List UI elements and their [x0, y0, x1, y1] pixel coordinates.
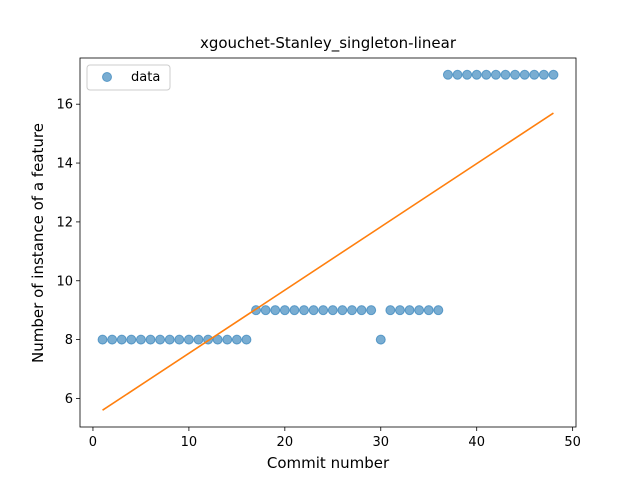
- data-point: [385, 305, 396, 316]
- x-tick-label: 20: [277, 435, 294, 450]
- data-point: [510, 69, 521, 80]
- data-point: [135, 334, 146, 345]
- data-point: [231, 334, 242, 345]
- x-axis-label: Commit number: [267, 454, 390, 472]
- data-point: [442, 69, 453, 80]
- data-point: [423, 305, 434, 316]
- data-point: [327, 305, 338, 316]
- data-point: [126, 334, 137, 345]
- y-tick-label: 12: [56, 215, 73, 230]
- data-point: [337, 305, 348, 316]
- data-point: [260, 305, 271, 316]
- data-point: [462, 69, 473, 80]
- x-tick-label: 50: [564, 435, 581, 450]
- x-tick-label: 0: [89, 435, 97, 450]
- y-tick-label: 8: [65, 333, 73, 348]
- legend-marker-data: [102, 72, 112, 82]
- legend-label-data: data: [131, 70, 160, 85]
- data-point: [241, 334, 252, 345]
- data-point: [481, 69, 492, 80]
- y-tick-label: 10: [56, 274, 73, 289]
- fit-line: [102, 112, 554, 411]
- x-tick-label: 30: [372, 435, 389, 450]
- data-point: [145, 334, 156, 345]
- data-point: [519, 69, 530, 80]
- data-point: [346, 305, 357, 316]
- data-point: [404, 305, 415, 316]
- axes-frame: [79, 57, 577, 428]
- data-point: [490, 69, 501, 80]
- data-point: [452, 69, 463, 80]
- chart-title: xgouchet-Stanley_singleton-linear: [200, 34, 457, 53]
- y-tick-label: 14: [56, 157, 73, 172]
- data-point: [538, 69, 549, 80]
- data-point: [193, 334, 204, 345]
- data-point: [174, 334, 185, 345]
- data-point: [356, 305, 367, 316]
- legend-box: [86, 64, 171, 91]
- y-tick-label: 6: [65, 392, 73, 407]
- data-point: [529, 69, 540, 80]
- data-point: [164, 334, 175, 345]
- data-point: [308, 305, 319, 316]
- y-tick-label: 16: [56, 98, 73, 113]
- data-point: [414, 305, 425, 316]
- x-tick-label: 40: [468, 435, 485, 450]
- data-point: [116, 334, 127, 345]
- data-point: [97, 334, 108, 345]
- data-point: [471, 69, 482, 80]
- data-point: [366, 305, 377, 316]
- data-point: [548, 69, 559, 80]
- data-point: [433, 305, 444, 316]
- plot-area: 0 10 20 30 40 50 6 8 10 12 14 16: [56, 57, 581, 450]
- data-point: [500, 69, 511, 80]
- data-point: [289, 305, 300, 316]
- data-point: [155, 334, 166, 345]
- data-point: [394, 305, 405, 316]
- data-point: [270, 305, 281, 316]
- x-tick-label: 10: [181, 435, 198, 450]
- data-point: [318, 305, 329, 316]
- data-point: [183, 334, 194, 345]
- data-point: [222, 334, 233, 345]
- y-axis-label: Number of instance of a feature: [29, 123, 47, 363]
- data-point: [107, 334, 118, 345]
- legend: data: [86, 64, 171, 91]
- data-point: [375, 334, 386, 345]
- data-point: [299, 305, 310, 316]
- data-point: [279, 305, 290, 316]
